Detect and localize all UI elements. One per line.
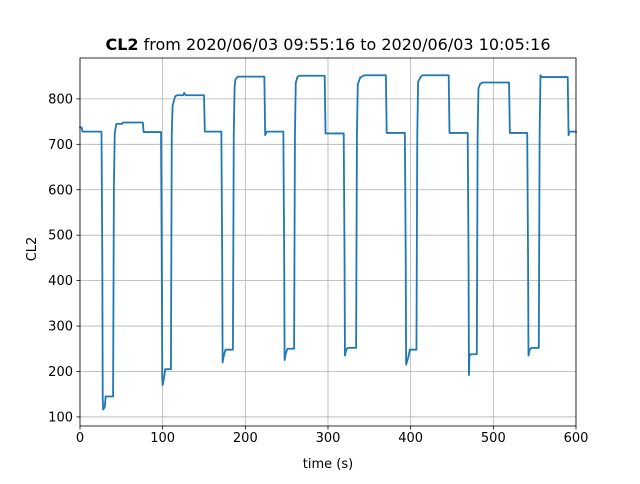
y-axis-label: CL2 xyxy=(25,237,40,262)
x-tick-label: 100 xyxy=(150,431,175,446)
x-tick-label: 400 xyxy=(398,431,423,446)
x-tick-label: 0 xyxy=(76,431,84,446)
series-line xyxy=(79,74,577,411)
chart-title: CL2 from 2020/06/03 09:55:16 to 2020/06/… xyxy=(105,35,550,54)
x-tick-label: 500 xyxy=(481,431,506,446)
y-tick-label: 300 xyxy=(48,320,73,335)
axis-ticks: 0 100 200 300 400 500 600100200300400500600700… xyxy=(48,92,588,446)
y-tick-label: 400 xyxy=(48,274,73,289)
chart-title-range: from 2020/06/03 09:55:16 to 2020/06/03 1… xyxy=(139,35,551,54)
y-tick-label: 100 xyxy=(48,410,73,425)
y-tick-label: 500 xyxy=(48,229,73,244)
y-tick-label: 700 xyxy=(48,138,73,153)
x-tick-label: 300 xyxy=(316,431,341,446)
y-tick-label: 200 xyxy=(48,365,73,380)
y-tick-label: 600 xyxy=(48,183,73,198)
chart-title-variable: CL2 xyxy=(105,35,138,54)
y-tick-label: 800 xyxy=(48,92,73,107)
data-series xyxy=(79,74,577,411)
x-tick-label: 600 xyxy=(564,431,589,446)
x-tick-label: 200 xyxy=(233,431,258,446)
x-axis-label: time (s) xyxy=(303,457,353,472)
